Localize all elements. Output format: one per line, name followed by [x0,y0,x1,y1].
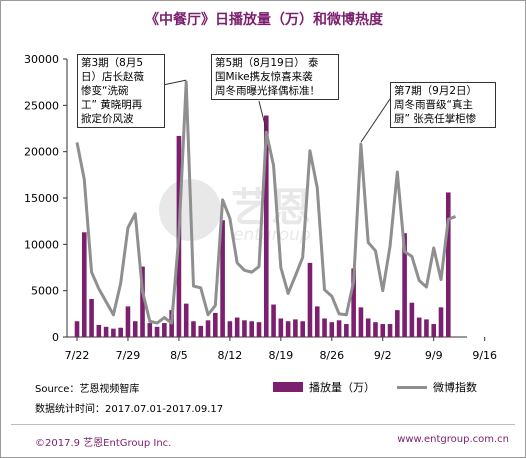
footer-divider [11,424,515,425]
bar-playcount [285,321,291,337]
bar-playcount [300,321,305,337]
chart-plot: 0 5000 10000 15000 20000 25000 30000 7/22 7/29 8/… [24,53,497,362]
bar-playcount [183,303,189,337]
copyright-text: ©2017.9 艺恩EntGroup Inc. [35,438,172,449]
bar-playcount [293,319,298,337]
bar-playcount [89,299,94,337]
bar-playcount [416,317,422,337]
annotation-line: 日）店长赵薇 [81,71,144,83]
bar-playcount [96,324,102,337]
x-tick-label: 8/19 [268,349,293,362]
bar-playcount [198,325,204,337]
x-tick-label: 9/9 [425,349,443,362]
annotation-line: 第7期（9月2日） [394,85,478,97]
source-text: Source：艺恩视频智库 [35,384,140,395]
annotation-line: 国Mike携友惊喜来袭 [215,71,313,83]
bar-playcount [336,320,342,337]
annotation-line: 第3期（8月5 [81,57,144,69]
bar-playcount [220,220,225,337]
y-tick-label: 0 [52,331,59,344]
y-tick-label: 20000 [24,146,59,159]
bar-playcount [278,318,284,337]
bar-playcount [445,192,451,337]
bar-playcount [387,324,393,337]
annotation-line: 厨” 张亮任掌柜惨 [394,113,477,125]
bar-playcount [402,233,407,337]
bar-playcount [154,326,160,337]
bar-playcount [205,320,211,337]
bar-playcount [373,322,378,337]
bar-playcount [380,324,386,337]
y-tick-label: 10000 [24,238,59,251]
x-tick-label: 8/12 [218,349,243,362]
x-tick-label: 9/16 [472,349,497,362]
bar-playcount [409,302,415,337]
bar-playcount [424,319,429,337]
y-tick-label: 25000 [24,99,59,112]
bar-playcount [271,304,276,337]
y-tick-label: 15000 [24,192,59,205]
annotation-line: 惨变“洗碗 [81,85,129,97]
chart-legend: 播放量（万） 微博指数 [273,379,477,395]
bar-playcount [213,312,218,337]
bar-playcount [395,310,400,337]
bar-playcount [431,324,437,337]
bar-playcount [132,321,138,337]
legend-bar-swatch [273,382,303,392]
annotation-connector [360,98,391,143]
bar-playcount [351,268,356,337]
y-tick-label: 5000 [31,285,59,298]
bar-playcount [438,307,444,337]
x-tick-label: 9/2 [374,349,392,362]
x-tick-label: 7/22 [65,349,90,362]
bar-playcount [365,318,371,337]
annotation-line: 掀定价风波 [81,113,134,125]
annotation-episode-3: 第3期（8月5 日）店长赵薇 惨变“洗碗工” 黄晓明再 掀定价风波 [77,54,165,128]
bar-playcount [344,324,349,337]
x-tick-label: 8/26 [319,349,344,362]
annotation-episode-5: 第5期（8月19日） 泰国Mike携友惊喜来袭 周冬雨曝光择偶标准！ [211,54,339,100]
watermark-text-en: entgroup [233,225,311,245]
bar-playcount [140,266,145,337]
y-tick-label: 30000 [24,53,59,66]
bar-playcount [147,323,153,337]
annotation-connector [162,79,187,86]
bar-playcount [263,115,269,337]
x-tick-label: 8/5 [170,349,188,362]
bar-playcount [329,322,335,337]
bar-playcount [307,262,313,337]
watermark-text-cn: 艺恩 [231,185,311,231]
annotation-episode-7: 第7期（9月2日） 周冬雨晋级“真主 厨” 张亮任掌柜惨 [390,82,496,128]
bar-playcount [81,232,87,337]
chart-title: 《中餐厅》日播放量（万）和微博热度 [145,12,383,28]
bar-playcount [256,322,262,337]
bar-playcount [249,321,255,337]
bar-playcount [103,326,109,337]
bar-playcount [358,307,364,337]
legend-bar-label: 播放量（万） [309,381,375,394]
bar-playcount [162,323,167,337]
annotation-line: 第5期（8月19日） 泰 [215,57,319,69]
bar-playcount [118,327,123,337]
annotation-line: 周冬雨晋级“真主 [394,99,473,111]
annotation-connector [258,100,267,131]
bar-playcount [322,318,327,337]
bar-playcount [227,321,233,337]
x-tick-label: 7/29 [116,349,141,362]
bar-playcount [191,321,196,337]
bar-playcount [234,317,240,337]
line-weibo-index [75,80,457,325]
bar-playcount [314,306,320,337]
bar-playcount [125,306,131,337]
bar-playcount [74,321,80,337]
website-text: www.entgroup.com.cn [397,434,509,445]
legend-line-swatch [397,385,427,389]
annotation-line: 周冬雨曝光择偶标准！ [215,85,320,97]
bar-playcount [111,328,116,337]
legend-line-label: 微博指数 [433,381,477,394]
bar-playcount [242,320,247,337]
annotation-line: 工” 黄晓明再 [81,99,143,111]
date-range-text: 数据统计时间：2017.07.01-2017.09.17 [35,404,224,415]
